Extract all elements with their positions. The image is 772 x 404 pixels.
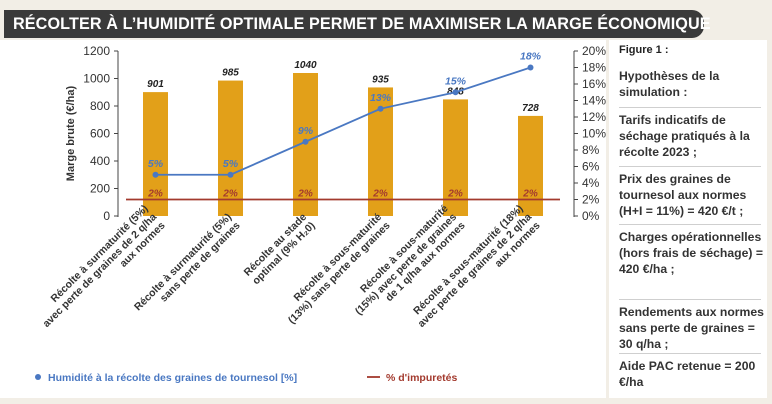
- humidity-line: [155, 66, 531, 176]
- bar: [143, 92, 168, 216]
- humidity-label: 13%: [370, 92, 392, 104]
- figure-title: RÉCOLTER À L’HUMIDITÉ OPTIMALE PERMET DE…: [13, 15, 711, 33]
- figure-label: Figure 1 :: [619, 44, 669, 56]
- hypotheses-panel: Figure 1 : Hypothèses de la simulation : T…: [609, 40, 767, 398]
- humidity-point: [377, 105, 384, 112]
- humidity-point: [152, 171, 159, 178]
- hypothesis-text: Tarifs indicatifs de séchage pratiqués à…: [619, 113, 750, 159]
- humidity-point: [452, 89, 459, 96]
- right-tick-label: 18%: [582, 61, 606, 75]
- impurity-label: 2%: [222, 189, 238, 200]
- bar-value-label: 1040: [294, 60, 317, 71]
- y-axis-title: Marge brute (€/ha): [65, 85, 77, 181]
- humidity-point: [302, 138, 309, 145]
- right-tick-label: 2%: [582, 193, 600, 207]
- right-tick-label: 10%: [582, 127, 606, 141]
- bar: [518, 115, 543, 216]
- impurity-label: 2%: [447, 189, 463, 200]
- humidity-label: 5%: [223, 158, 239, 170]
- panel-divider: [619, 107, 761, 108]
- bar: [443, 99, 468, 216]
- left-tick-label: 1200: [83, 44, 110, 58]
- humidity-label: 18%: [520, 51, 542, 63]
- hypothesis-text: Hypothèses de la simulation :: [619, 69, 720, 99]
- bar: [218, 80, 243, 216]
- humidity-label: 5%: [148, 158, 164, 170]
- humidity-point: [227, 171, 234, 178]
- right-tick-label: 20%: [582, 44, 606, 58]
- humidity-label: 9%: [298, 125, 314, 137]
- impurity-label: 2%: [372, 189, 388, 200]
- left-tick-label: 200: [90, 182, 110, 196]
- panel-divider: [619, 353, 761, 354]
- right-tick-label: 16%: [582, 77, 606, 91]
- impurity-label: 2%: [147, 189, 163, 200]
- panel-divider: [619, 166, 761, 167]
- left-tick-label: 400: [90, 154, 110, 168]
- bar-value-label: 728: [522, 103, 539, 114]
- hypothesis-text: Aide PAC retenue = 200 €/ha: [619, 359, 756, 389]
- left-tick-label: 800: [90, 99, 110, 113]
- title-banner: RÉCOLTER À L’HUMIDITÉ OPTIMALE PERMET DE…: [4, 10, 711, 38]
- panel-divider: [619, 224, 761, 225]
- humidity-point: [527, 64, 534, 71]
- legend-impurity-label: % d'impuretés: [386, 372, 458, 384]
- right-tick-label: 14%: [582, 94, 606, 108]
- bar-value-label: 985: [222, 68, 239, 79]
- right-tick-label: 6%: [582, 160, 600, 174]
- right-tick-label: 0%: [582, 209, 600, 223]
- hypothesis-text: Prix des graines de tournesol aux normes…: [619, 172, 747, 218]
- left-tick-label: 0: [103, 209, 110, 223]
- hypothesis-text: Charges opérationnelles (hors frais de s…: [619, 230, 763, 276]
- left-tick-label: 600: [90, 127, 110, 141]
- bar-value-label: 901: [147, 79, 164, 90]
- legend-humidity-marker: [35, 374, 41, 380]
- humidity-label: 15%: [445, 75, 467, 87]
- bar-value-label: 935: [372, 74, 389, 85]
- legend-humidity-label: Humidité à la récolte des graines de tou…: [48, 372, 297, 384]
- right-tick-label: 4%: [582, 176, 600, 190]
- impurity-label: 2%: [522, 189, 538, 200]
- impurity-label: 2%: [297, 189, 313, 200]
- left-tick-label: 1000: [83, 72, 110, 86]
- hypothesis-text: Rendements aux normes sans perte de grai…: [619, 305, 764, 351]
- right-tick-label: 8%: [582, 143, 600, 157]
- right-tick-label: 12%: [582, 110, 606, 124]
- panel-divider: [619, 299, 761, 300]
